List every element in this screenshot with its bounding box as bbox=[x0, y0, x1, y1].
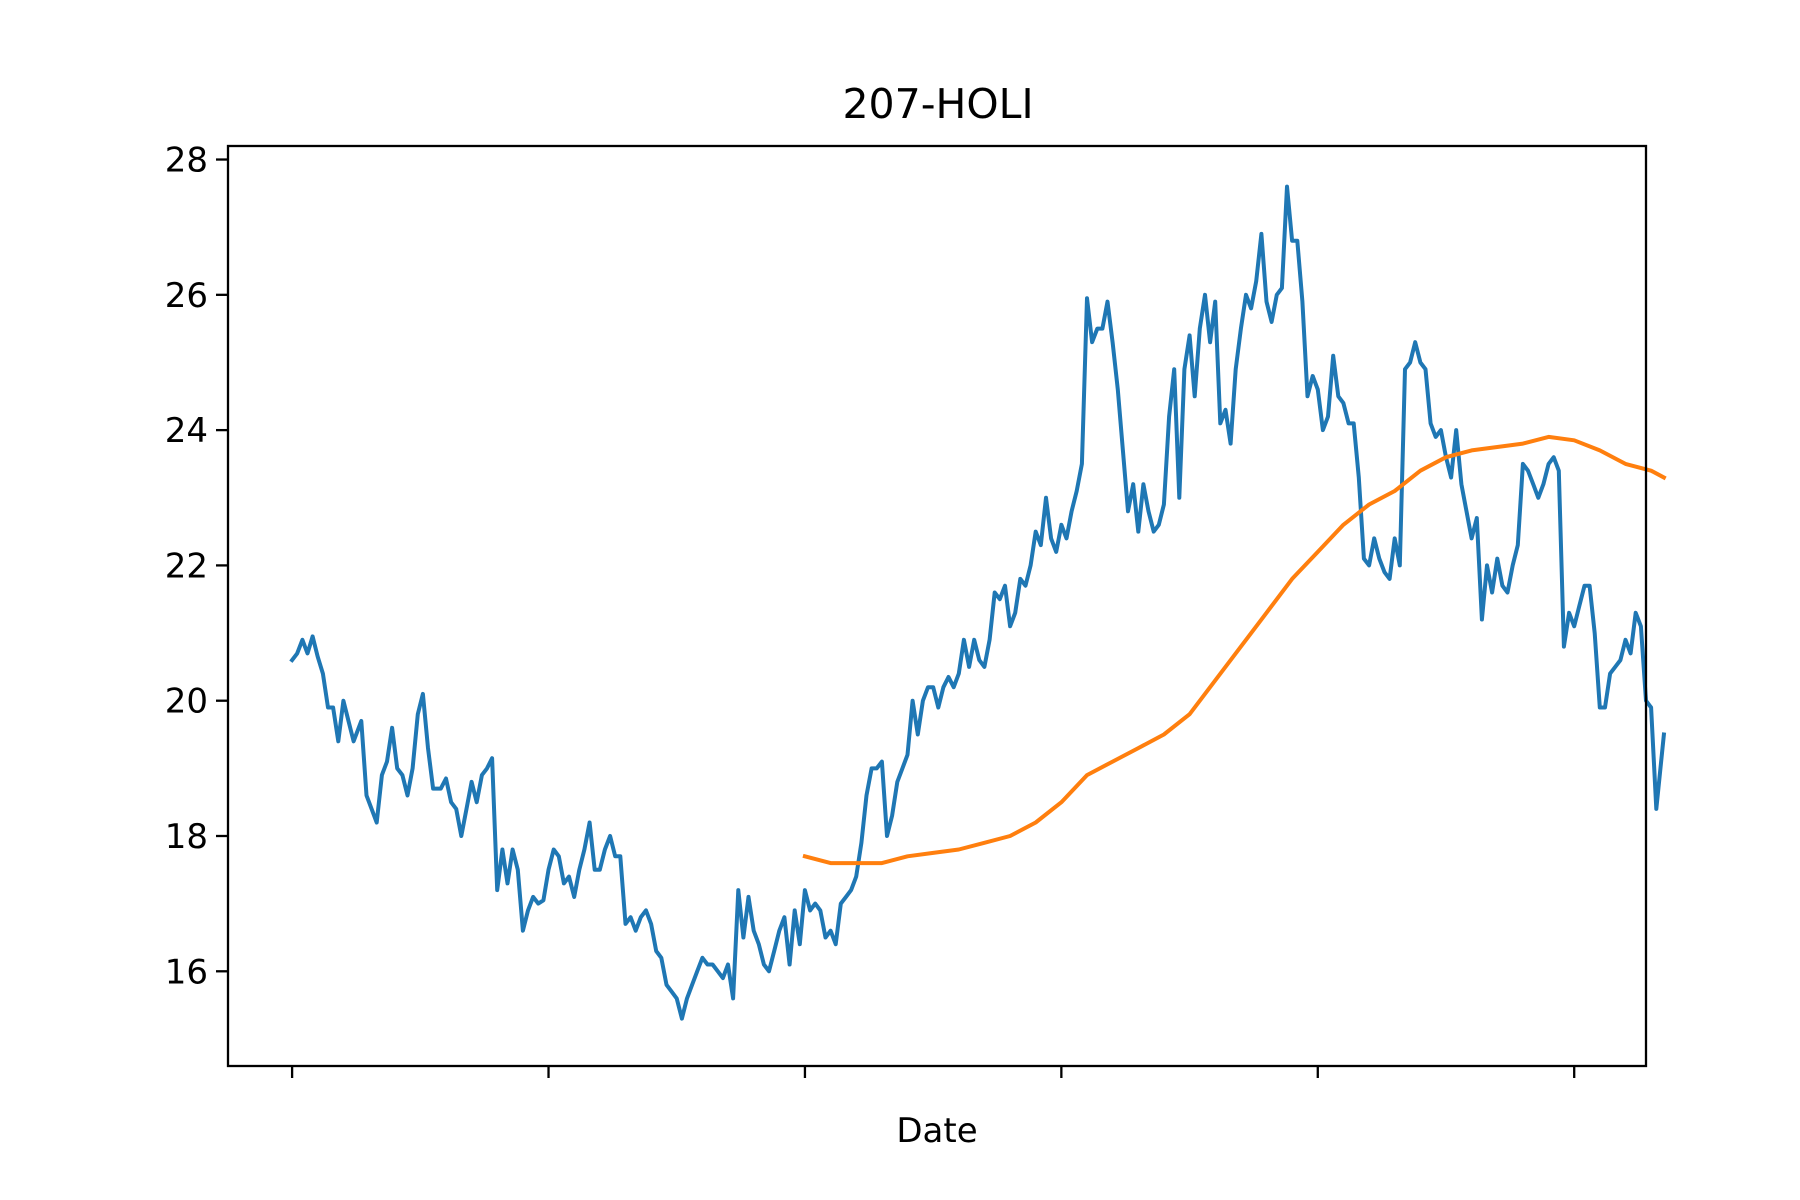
chart-title: 207-HOLI bbox=[842, 80, 1033, 128]
y-axis: 16 18 20 22 24 26 28 bbox=[165, 141, 228, 992]
x-axis-label: Date bbox=[896, 1111, 977, 1151]
y-tick-label: 26 bbox=[165, 276, 208, 316]
y-tick-label: 16 bbox=[165, 952, 208, 992]
y-tick-label: 22 bbox=[165, 546, 208, 586]
y-tick-label: 28 bbox=[165, 141, 208, 181]
y-tick-label: 24 bbox=[165, 411, 208, 451]
y-tick-label: 20 bbox=[165, 682, 208, 722]
moving-average-series-line bbox=[802, 434, 1667, 866]
price-series-line bbox=[289, 184, 1667, 1021]
series-layer bbox=[289, 184, 1667, 1021]
x-axis bbox=[290, 1066, 1576, 1078]
plot-frame bbox=[226, 144, 1648, 1068]
y-tick-label: 18 bbox=[165, 817, 208, 857]
